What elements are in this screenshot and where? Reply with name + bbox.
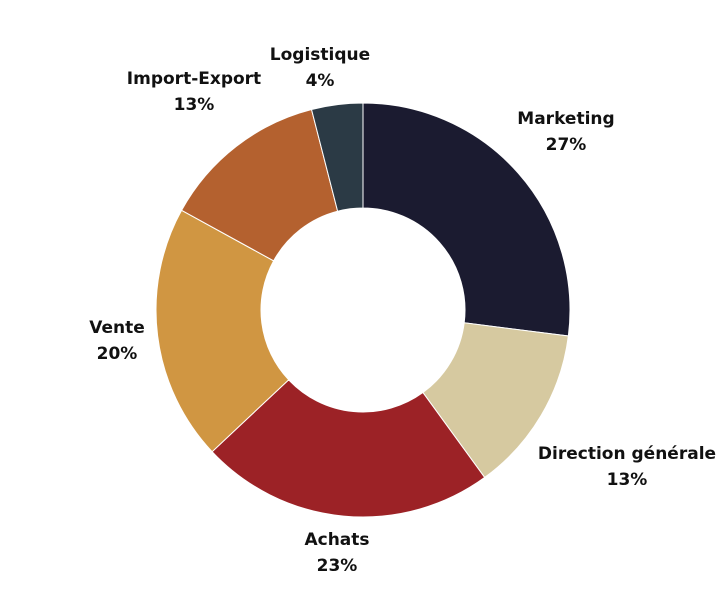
slice-label-import-export: Import-Export 13% <box>127 69 261 115</box>
slice-percent: 27% <box>546 135 587 155</box>
slice-name: Marketing <box>517 109 614 129</box>
slice-percent: 4% <box>306 71 335 91</box>
slice-percent: 20% <box>97 344 138 364</box>
slice-label-achats: Achats 23% <box>304 530 369 576</box>
slice-percent: 13% <box>174 95 215 115</box>
donut-hole <box>261 208 465 412</box>
slice-label-direction-generale: Direction générale 13% <box>538 444 716 490</box>
slice-label-logistique: Logistique 4% <box>270 45 370 91</box>
slice-name: Achats <box>304 530 369 550</box>
slice-name: Vente <box>89 318 145 338</box>
slice-label-vente: Vente 20% <box>89 318 145 364</box>
slice-labels: Marketing 27% Direction générale 13% Achats 2… <box>89 45 716 576</box>
slice-name: Direction générale <box>538 444 716 464</box>
slice-percent: 13% <box>607 470 648 490</box>
slice-label-marketing: Marketing 27% <box>517 109 614 155</box>
slice-name: Logistique <box>270 45 370 65</box>
donut-slices <box>155 102 571 518</box>
slice-percent: 23% <box>317 556 358 576</box>
slice-name: Import-Export <box>127 69 261 89</box>
